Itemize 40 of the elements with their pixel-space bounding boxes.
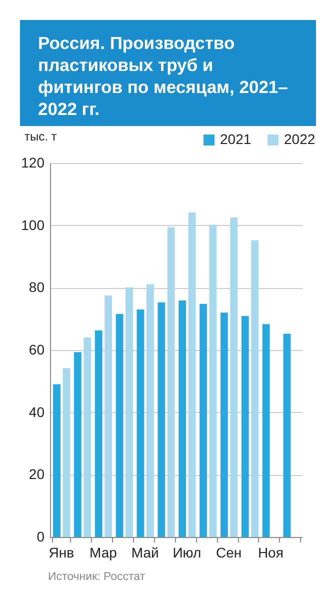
bar bbox=[74, 352, 82, 537]
y-tick-label: 120 bbox=[21, 154, 45, 170]
bar bbox=[283, 334, 291, 537]
x-tick-label: Янв bbox=[48, 544, 74, 560]
x-tick-label: Ноя bbox=[258, 544, 284, 560]
bar bbox=[62, 368, 70, 537]
bar bbox=[84, 338, 92, 537]
bar bbox=[262, 324, 270, 537]
bar bbox=[251, 240, 259, 537]
legend-label: 2021 bbox=[220, 131, 252, 147]
text: Источник: Росстат bbox=[48, 571, 146, 583]
x-tick-label: Сен bbox=[216, 544, 242, 560]
bar bbox=[94, 330, 102, 537]
y-tick-label: 20 bbox=[28, 466, 45, 482]
bar bbox=[178, 300, 186, 537]
y-tick-label: 60 bbox=[28, 342, 45, 358]
bar bbox=[230, 218, 238, 537]
chart-title: Россия. Производство пластиковых труб и фитингов по месяцам, 2021–2022 гг. bbox=[20, 20, 316, 126]
bar bbox=[167, 227, 175, 537]
bar bbox=[53, 384, 60, 537]
bar bbox=[220, 312, 228, 537]
bar bbox=[241, 316, 249, 537]
bar bbox=[126, 287, 133, 537]
y-axis-title: тыс. т bbox=[24, 130, 58, 144]
y-tick-label: 100 bbox=[21, 216, 45, 233]
legend-label: 2022 bbox=[284, 131, 316, 147]
bar bbox=[200, 304, 207, 537]
bar bbox=[146, 284, 154, 537]
x-tick-label: Мар bbox=[90, 544, 118, 560]
bar bbox=[158, 302, 166, 537]
x-tick-label: Июл bbox=[172, 544, 202, 560]
bar bbox=[116, 314, 124, 537]
bar bbox=[209, 224, 217, 537]
bar bbox=[188, 212, 196, 537]
bar bbox=[136, 309, 144, 537]
y-tick-label: 80 bbox=[28, 279, 45, 296]
y-tick-label: 40 bbox=[28, 404, 45, 420]
y-tick-label: 0 bbox=[36, 528, 45, 544]
bar bbox=[104, 295, 112, 537]
x-tick-label: Май bbox=[131, 544, 159, 560]
